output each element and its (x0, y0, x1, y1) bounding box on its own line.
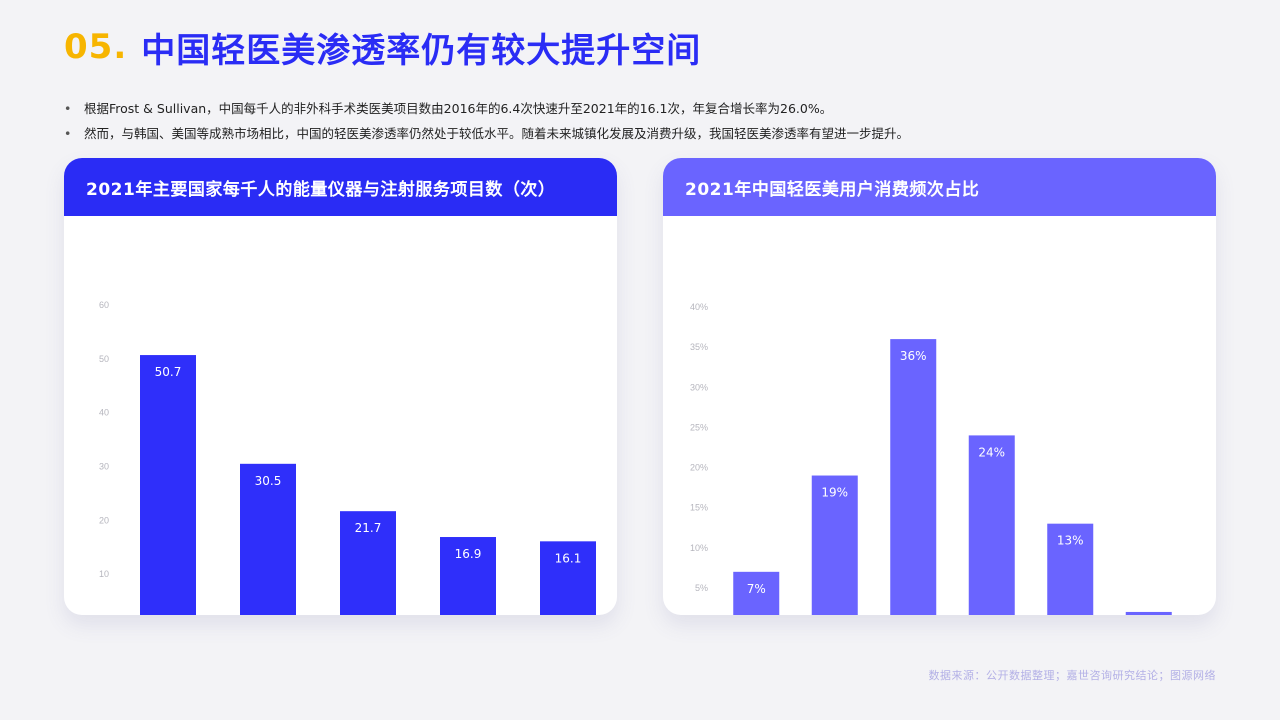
bullet-item: 然而，与韩国、美国等成熟市场相比，中国的轻医美渗透率仍然处于较低水平。随着未来城… (64, 121, 1214, 146)
y-tick-label: 25% (690, 422, 708, 432)
bar (140, 355, 196, 615)
bar (340, 511, 396, 615)
data-label: 50.7 (155, 365, 182, 379)
data-label: 16.1 (555, 551, 582, 565)
page-title: 05. 中国轻医美渗透率仍有较大提升空间 (64, 22, 701, 72)
frequency-bar-chart-svg: 0%5%10%15%20%25%30%35%40%7%每月一次19%每季度一次3… (690, 302, 1172, 615)
bar (968, 435, 1015, 615)
bar (440, 537, 496, 615)
y-tick-label: 30% (690, 382, 708, 392)
data-label: 24% (978, 445, 1005, 459)
section-title: 中国轻医美渗透率仍有较大提升空间 (141, 30, 702, 71)
data-source-note: 数据来源：公开数据整理；嘉世咨询研究结论；图源网络 (928, 669, 1216, 682)
bar (240, 463, 296, 615)
data-label: 36% (900, 349, 927, 363)
country-bar-chart-svg: 010203040506050.7韩国30.5美国21.7日本16.9巴西16.… (99, 300, 596, 615)
y-tick-label: 20 (99, 515, 109, 525)
y-tick-label: 50 (99, 354, 109, 364)
bar (811, 475, 858, 615)
country-bar-chart: 010203040506050.7韩国30.5美国21.7日本16.9巴西16.… (64, 216, 617, 615)
summary-bullets: 根据Frost & Sullivan，中国每千人的非外科手术类医美项目数由201… (64, 96, 1214, 146)
bar (1047, 523, 1094, 615)
chart-card-countries: 2021年主要国家每千人的能量仪器与注射服务项目数（次） 01020304050… (64, 158, 617, 615)
y-tick-label: 15% (690, 503, 708, 513)
section-number: 05. (64, 27, 128, 67)
chart-card-frequency: 2021年中国轻医美用户消费频次占比 0%5%10%15%20%25%30%35… (663, 158, 1216, 615)
frequency-bar-chart: 0%5%10%15%20%25%30%35%40%7%每月一次19%每季度一次3… (663, 216, 1216, 615)
y-tick-label: 30 (99, 462, 109, 472)
y-tick-label: 10 (99, 569, 109, 579)
data-label: 21.7 (355, 521, 382, 535)
data-label: 19% (821, 486, 848, 500)
data-label: 30.5 (255, 474, 282, 488)
y-tick-label: 60 (99, 300, 109, 310)
y-tick-label: 10% (690, 543, 708, 553)
bar (890, 339, 937, 615)
data-label: 7% (747, 582, 766, 596)
y-tick-label: 5% (695, 583, 708, 593)
bar (540, 541, 596, 615)
bar (733, 571, 780, 615)
y-tick-label: 20% (690, 463, 708, 473)
chart-card-header: 2021年主要国家每千人的能量仪器与注射服务项目数（次） (64, 158, 617, 216)
chart-card-header: 2021年中国轻医美用户消费频次占比 (663, 158, 1216, 216)
bullet-item: 根据Frost & Sullivan，中国每千人的非外科手术类医美项目数由201… (64, 96, 1214, 121)
chart-title: 2021年中国轻医美用户消费频次占比 (685, 179, 980, 200)
chart-title: 2021年主要国家每千人的能量仪器与注射服务项目数（次） (86, 179, 556, 200)
bar (1125, 611, 1172, 615)
data-label: 13% (1057, 534, 1084, 548)
y-tick-label: 40% (690, 302, 708, 312)
y-tick-label: 35% (690, 342, 708, 352)
data-label: 16.9 (455, 547, 482, 561)
y-tick-label: 40 (99, 408, 109, 418)
